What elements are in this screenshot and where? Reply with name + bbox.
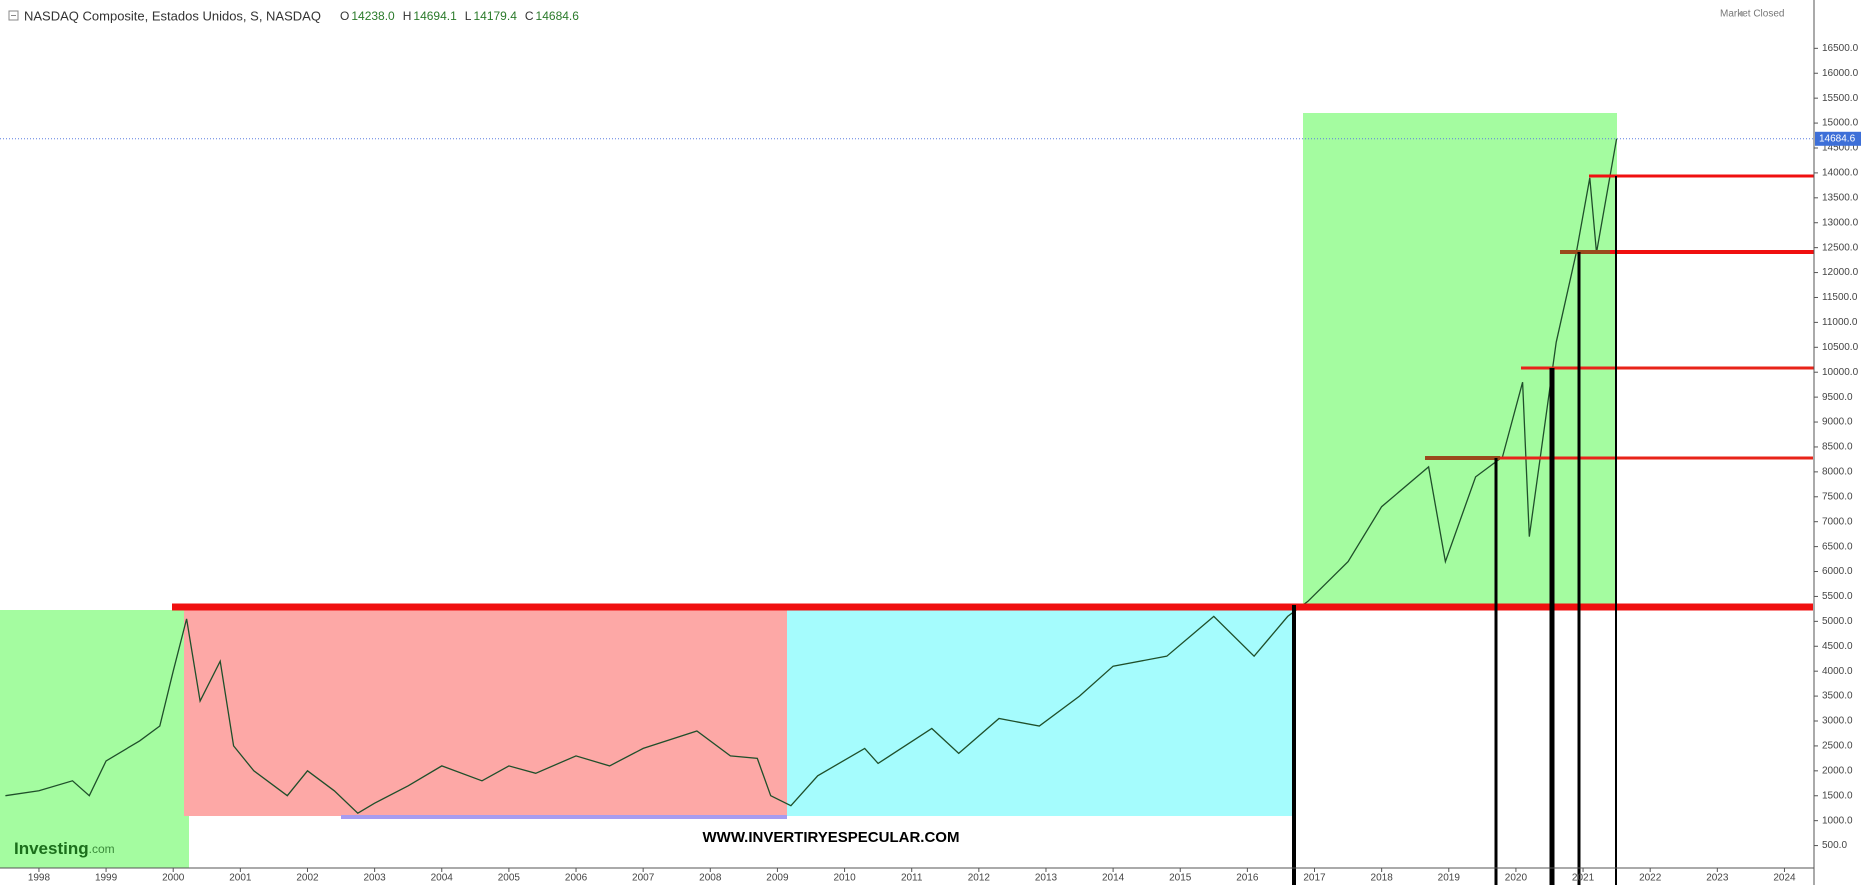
y-tick-label: 2500.0 xyxy=(1822,741,1853,752)
y-tick-label: 4000.0 xyxy=(1822,666,1853,677)
watermark-suffix: .com xyxy=(89,842,115,856)
x-tick-label: 2024 xyxy=(1773,873,1796,884)
x-tick-label: 2006 xyxy=(565,873,588,884)
x-tick-label: 2011 xyxy=(901,873,923,884)
y-tick-label: 14000.0 xyxy=(1822,168,1859,179)
x-tick-label: 2021 xyxy=(1572,873,1595,884)
x-tick-label: 2012 xyxy=(968,873,991,884)
x-tick-label: 2002 xyxy=(296,873,319,884)
y-tick-label: 16500.0 xyxy=(1822,43,1859,54)
y-tick-label: 5000.0 xyxy=(1822,616,1853,627)
price-line xyxy=(5,138,1618,815)
x-tick-label: 2020 xyxy=(1505,873,1528,884)
y-tick-label: 2000.0 xyxy=(1822,765,1853,776)
x-tick-label: 2005 xyxy=(498,873,521,884)
y-tick-label: 3000.0 xyxy=(1822,716,1853,727)
x-tick-label: 2023 xyxy=(1706,873,1729,884)
y-tick-label: 9500.0 xyxy=(1822,392,1853,403)
x-tick-label: 2014 xyxy=(1102,873,1125,884)
x-tick-label: 2000 xyxy=(162,873,185,884)
watermark-brand: Investing xyxy=(14,839,89,858)
y-tick-label: 7500.0 xyxy=(1822,491,1853,502)
y-tick-label: 9000.0 xyxy=(1822,417,1853,428)
y-tick-label: 10500.0 xyxy=(1822,342,1859,353)
x-tick-label: 2003 xyxy=(363,873,386,884)
y-tick-label: 12000.0 xyxy=(1822,267,1859,278)
y-tick-label: 15500.0 xyxy=(1822,93,1859,104)
y-tick-label: 12500.0 xyxy=(1822,242,1859,253)
y-tick-label: 6500.0 xyxy=(1822,541,1853,552)
x-tick-label: 2018 xyxy=(1371,873,1394,884)
market-status: Market Closed xyxy=(1720,9,1784,20)
y-tick-label: 3500.0 xyxy=(1822,691,1853,702)
x-tick-label: 2015 xyxy=(1169,873,1192,884)
zone-green-right xyxy=(1303,113,1617,610)
chart-title: NASDAQ Composite, Estados Unidos, S, NAS… xyxy=(24,8,321,23)
y-tick-label: 10000.0 xyxy=(1822,367,1859,378)
price-axis xyxy=(1814,0,1862,885)
x-tick-label: 2010 xyxy=(833,873,856,884)
y-tick-label: 1000.0 xyxy=(1822,815,1853,826)
y-tick-label: 14500.0 xyxy=(1822,143,1859,154)
y-tick-label: 4500.0 xyxy=(1822,641,1853,652)
x-tick-label: 1998 xyxy=(28,873,51,884)
ohlc-legend: O 14238.0 H 14694.1 L 14179.4 C 14684.6 xyxy=(340,9,579,23)
x-tick-label: 2007 xyxy=(632,873,655,884)
ohlc-key: L xyxy=(465,9,472,23)
ohlc-key: H xyxy=(403,9,412,23)
x-tick-label: 2013 xyxy=(1035,873,1058,884)
zone-red xyxy=(184,610,787,816)
x-tick-label: 2001 xyxy=(229,873,252,884)
y-tick-label: 8000.0 xyxy=(1822,467,1853,478)
collapse-icon[interactable] xyxy=(8,10,19,21)
status-dot xyxy=(1739,11,1745,17)
y-tick-label: 11000.0 xyxy=(1822,317,1858,328)
last-price-box xyxy=(1815,131,1861,146)
y-tick-label: 16000.0 xyxy=(1822,68,1859,79)
zone-green-left xyxy=(0,610,189,868)
y-tick-label: 8500.0 xyxy=(1822,442,1853,453)
y-tick-label: 7000.0 xyxy=(1822,516,1853,527)
ohlc-value: 14238.0 xyxy=(351,9,395,23)
x-tick-label: 2004 xyxy=(431,873,454,884)
y-tick-label: 5500.0 xyxy=(1822,591,1853,602)
ohlc-value: 14684.6 xyxy=(536,9,580,23)
last-price-label: 14684.6 xyxy=(1819,133,1856,144)
site-label: WWW.INVERTIRYESPECULAR.COM xyxy=(703,829,960,846)
y-tick-label: 15000.0 xyxy=(1822,118,1859,129)
y-tick-label: 13500.0 xyxy=(1822,192,1859,203)
ohlc-value: 14694.1 xyxy=(413,9,457,23)
y-tick-label: 1500.0 xyxy=(1822,790,1853,801)
y-tick-label: 11500.0 xyxy=(1822,292,1858,303)
ohlc-key: O xyxy=(340,9,349,23)
x-tick-label: 2022 xyxy=(1639,873,1662,884)
watermark: Investing.com xyxy=(14,839,115,858)
ohlc-value: 14179.4 xyxy=(473,9,517,23)
ohlc-key: C xyxy=(525,9,534,23)
y-tick-label: 500.0 xyxy=(1822,840,1847,851)
zone-cyan xyxy=(787,610,1294,816)
x-tick-label: 2016 xyxy=(1236,873,1259,884)
y-tick-label: 6000.0 xyxy=(1822,566,1853,577)
x-tick-label: 2017 xyxy=(1303,873,1326,884)
plot-area xyxy=(0,138,1814,815)
y-tick-label: 13000.0 xyxy=(1822,217,1859,228)
x-tick-label: 2019 xyxy=(1438,873,1461,884)
x-tick-label: 1999 xyxy=(95,873,118,884)
x-tick-label: 2008 xyxy=(699,873,722,884)
x-tick-label: 2009 xyxy=(766,873,789,884)
